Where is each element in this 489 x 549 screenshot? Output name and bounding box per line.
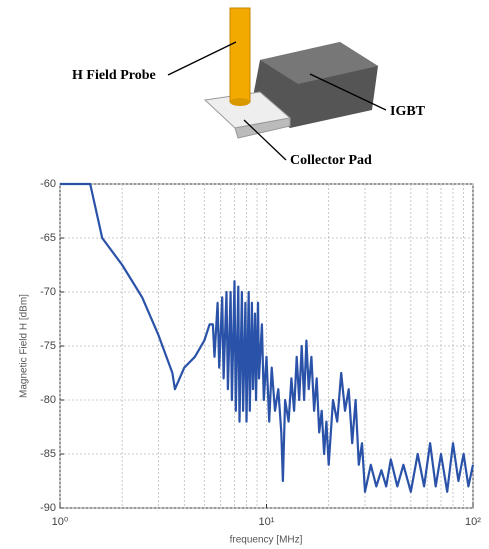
pad-label: Collector Pad: [290, 153, 372, 168]
y-tick-label: -60: [40, 178, 56, 190]
probe: [229, 7, 251, 103]
pad-edge: [234, 117, 291, 139]
x-tick-label: 10¹: [259, 516, 275, 528]
leader: [309, 73, 387, 111]
y-tick-label: -90: [40, 502, 56, 514]
y-tick-label: -65: [40, 232, 56, 244]
x-axis-label: frequency [MHz]: [230, 535, 303, 546]
probe-label: H Field Probe: [72, 68, 156, 83]
y-axis-label: Magnetic Field H [dBm]: [19, 294, 30, 398]
probe-tip: [230, 98, 250, 106]
leader: [243, 119, 287, 161]
y-tick-label: -75: [40, 340, 56, 352]
x-tick-label: 10²: [465, 516, 481, 528]
leader: [167, 41, 237, 76]
data-line: [60, 182, 475, 493]
y-tick-label: -85: [40, 448, 56, 460]
y-tick-label: -80: [40, 394, 56, 406]
illustration: H Field Probe IGBT Collector Pad: [72, 7, 426, 168]
x-tick-label: 10⁰: [52, 516, 69, 528]
igbt-top: [260, 42, 378, 84]
device-label: IGBT: [390, 104, 426, 119]
y-tick-label: -70: [40, 286, 56, 298]
